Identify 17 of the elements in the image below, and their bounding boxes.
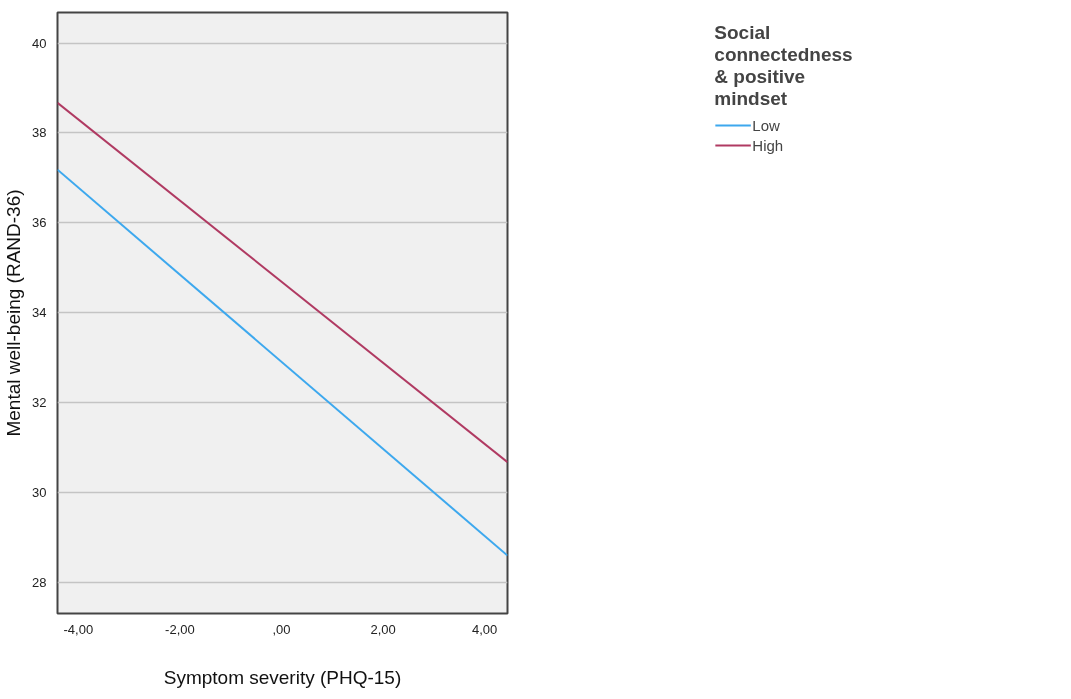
y-tick-label: 36 xyxy=(32,215,47,231)
y-tick-label: 38 xyxy=(32,125,47,141)
legend-label: Low xyxy=(752,116,780,134)
x-tick-label: -4,00 xyxy=(63,621,94,637)
y-tick-label: 32 xyxy=(32,394,47,410)
x-tick-label: -2,00 xyxy=(165,621,195,637)
x-tick-label: 2,00 xyxy=(370,621,396,637)
y-tick-label: 30 xyxy=(32,484,47,500)
x-axis-title: Symptom severity (PHQ-15) xyxy=(163,666,402,688)
x-tick-label: 4,00 xyxy=(471,621,498,637)
y-tick-label: 28 xyxy=(32,574,47,590)
y-tick-label: 34 xyxy=(32,305,47,321)
x-tick-label: ,00 xyxy=(272,621,291,637)
y-axis-title: Mental well-being (RAND-36) xyxy=(3,189,25,437)
legend-label: High xyxy=(752,136,784,154)
y-tick-label: 40 xyxy=(32,35,47,51)
legend-title: Social connectedness & positive mindset xyxy=(714,22,853,110)
